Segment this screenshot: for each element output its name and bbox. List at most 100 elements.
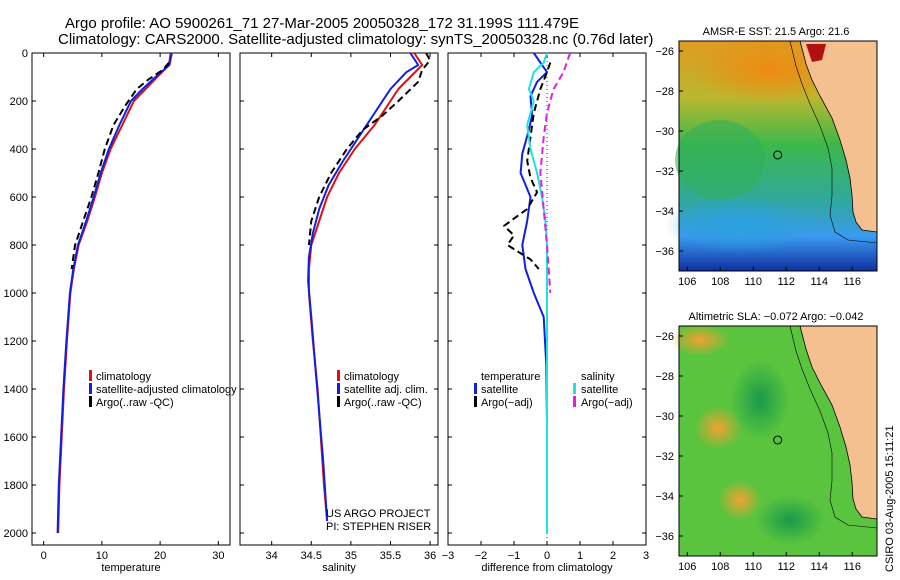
sla-high-patch-2	[718, 480, 762, 520]
sla-argo-marker	[773, 435, 783, 445]
legend-difference: temperature satellite Argo(−adj) salinit…	[474, 371, 633, 409]
legend-label-argo: Argo(..raw -QC)	[344, 397, 422, 409]
x-axis-label: salinity	[322, 562, 356, 574]
series-line-3	[539, 52, 572, 294]
sst-cool-patch	[665, 195, 815, 255]
sla-map-title: Altimetric SLA: −0.072 Argo: −0.042	[689, 311, 864, 323]
x-tick-label: 0	[544, 550, 550, 562]
x-tick-label: 0	[41, 550, 47, 562]
y-tick-label: 1400	[4, 384, 28, 396]
y-tick-label: 1000	[4, 288, 28, 300]
temperature-panel: 0 10 20 30 0 200 400 600 800 1000 1200 1400 1600 1800…	[4, 48, 231, 574]
legend-label-climatology: climatology	[96, 371, 152, 383]
y-tick-label: 800	[10, 240, 28, 252]
legend-label-argo: Argo(..raw -QC)	[96, 397, 174, 409]
map-x-tick-label: 110	[744, 276, 762, 288]
x-tick-label: 3	[643, 550, 649, 562]
map-x-tick-label: 114	[810, 561, 828, 573]
map-x-tick-label: 108	[711, 276, 729, 288]
y-tick-label: 1600	[4, 432, 28, 444]
legend-label-satellite: satellite-adjusted climatology	[96, 384, 237, 396]
legend-key-temp-satellite	[474, 383, 477, 394]
legend-heading-temperature: temperature	[481, 371, 540, 383]
series-line-1	[56, 52, 173, 534]
sla-isobath	[789, 325, 878, 529]
legend-key-climatology	[89, 370, 92, 381]
sst-map-axes: 106 108 110 112 114 116 −26 −28 −30 −32 −34 −36	[655, 46, 861, 288]
sla-high-patch-3	[670, 324, 730, 356]
x-axis-label: difference from climatology	[481, 562, 613, 574]
sst-map-title: AMSR-E SST: 21.5 Argo: 21.6	[703, 26, 850, 38]
x-tick-label: 35	[345, 550, 357, 562]
map-x-tick-label: 116	[843, 276, 861, 288]
x-tick-label: 10	[96, 550, 108, 562]
map-y-tick-label: −32	[655, 166, 674, 178]
salinity-panel: 34 34.5 35 35.5 36 salinity	[239, 52, 439, 574]
map-x-tick-label: 106	[678, 276, 696, 288]
map-y-tick-label: −34	[655, 491, 674, 503]
y-tick-label: 1800	[4, 480, 28, 492]
series-line-2	[307, 52, 432, 246]
sla-low-patch-2	[755, 495, 825, 545]
series-line-2	[526, 52, 548, 533]
legend-key-temp-argo	[474, 396, 477, 407]
x-axis-label: temperature	[101, 562, 160, 574]
x-tick-label: 2	[610, 550, 616, 562]
x-tick-label: 34.5	[301, 550, 322, 562]
legend-key-climatology	[337, 370, 340, 381]
legend-key-sal-argo	[573, 396, 576, 407]
series-line-0	[519, 52, 548, 426]
sst-map: AMSR-E SST: 21.5 Argo: 21.6 106 108 110 112…	[655, 26, 878, 288]
x-tick-label: −2	[475, 550, 488, 562]
pi-annotation: PI: STEPHEN RISER	[326, 521, 431, 533]
map-x-tick-label: 112	[777, 561, 795, 573]
sst-coastline	[799, 40, 878, 233]
sla-high-patch-1	[694, 406, 742, 450]
legend-key-sal-satellite	[573, 383, 576, 394]
y-tick-label: 200	[10, 96, 28, 108]
x-tick-label: 34	[266, 550, 278, 562]
plot-frame	[239, 52, 439, 546]
sst-coast-hot	[806, 44, 826, 62]
credit-text: CSIRO 03-Aug-2005 15:11:21	[884, 425, 896, 572]
sst-isobath	[789, 40, 878, 244]
figure-title-line2: Climatology: CARS2000. Satellite-adjuste…	[58, 31, 653, 48]
map-x-tick-label: 108	[711, 561, 729, 573]
legend-salinity: climatology satellite adj. clim. Argo(..…	[326, 370, 431, 533]
x-tick-label: 36	[424, 550, 436, 562]
x-tick-label: 1	[577, 550, 583, 562]
sst-argo-marker	[773, 150, 783, 160]
map-y-tick-label: −26	[655, 46, 674, 58]
sla-map-axes: 106 108 110 112 114 116 −26 −28 −30 −32 −34 −36	[655, 331, 861, 573]
map-y-tick-label: −26	[655, 331, 674, 343]
map-y-tick-label: −30	[655, 411, 674, 423]
figure-title-line1: Argo profile: AO 5900261_71 27-Mar-2005 …	[65, 15, 579, 32]
x-tick-label: 35.5	[380, 550, 401, 562]
map-x-tick-label: 110	[744, 561, 762, 573]
y-tick-label: 2000	[4, 528, 28, 540]
map-x-tick-label: 114	[810, 276, 828, 288]
sla-coastline	[799, 325, 878, 520]
y-tick-label: 600	[10, 192, 28, 204]
x-tick-label: −1	[508, 550, 521, 562]
legend-key-satellite	[337, 383, 340, 394]
legend-temperature: climatology satellite-adjusted climatolo…	[89, 370, 237, 409]
series-line-1	[307, 52, 420, 522]
legend-label-temp-argo: Argo(−adj)	[481, 397, 533, 409]
legend-label-satellite: satellite adj. clim.	[344, 384, 428, 396]
map-x-tick-label: 106	[678, 561, 696, 573]
legend-heading-salinity: salinity	[581, 371, 615, 383]
legend-label-climatology: climatology	[344, 371, 400, 383]
legend-key-satellite	[89, 383, 92, 394]
plot-frame	[31, 52, 231, 546]
legend-label-sal-argo: Argo(−adj)	[581, 397, 633, 409]
map-y-tick-label: −30	[655, 126, 674, 138]
y-tick-label: 0	[22, 48, 28, 60]
y-tick-label: 400	[10, 144, 28, 156]
x-tick-label: 20	[154, 550, 166, 562]
difference-panel: −3 −2 −1 0 1 2 3 difference from climatology	[442, 52, 649, 574]
map-y-tick-label: −36	[655, 531, 674, 543]
y-tick-label: 1200	[4, 336, 28, 348]
map-y-tick-label: −28	[655, 371, 674, 383]
